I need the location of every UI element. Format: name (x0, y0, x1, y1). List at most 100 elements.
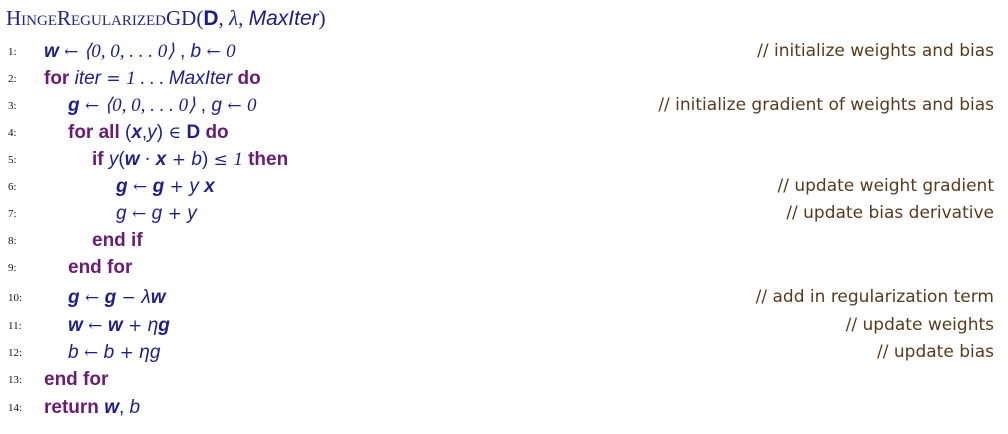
var-iter: iter (74, 68, 102, 89)
var-w: w (124, 149, 140, 170)
line-number: 6: (8, 181, 17, 193)
keyword-for: for (44, 68, 70, 89)
assign-arrow: ← (201, 42, 227, 62)
line-comment: // add in regularization term (755, 287, 994, 307)
code-line: 3: g ← ⟨0, 0, . . . 0⟩ , g ← 0 // initia… (0, 92, 1008, 119)
zero-vector: ⟨0, 0, . . . 0⟩ (104, 95, 196, 116)
close-paren: ) (201, 149, 209, 170)
line-number: 12: (8, 347, 23, 359)
keyword-end-if: end if (92, 230, 143, 251)
code-statement: end if (92, 227, 143, 254)
one-value: 1 (233, 149, 243, 170)
assign-arrow: ← (82, 316, 108, 336)
line-comment: // update bias (877, 342, 994, 362)
code-line: 11: w ← w + ηg // update weights (0, 312, 1008, 339)
keyword-return: return (44, 397, 99, 418)
line-number: 4: (8, 127, 17, 139)
var-y: y (187, 203, 197, 224)
assign-arrow: ← (79, 288, 105, 308)
arg-data: D (203, 7, 219, 30)
var-b: b (103, 342, 115, 363)
var-w: w (150, 287, 166, 308)
plus-sign: + (114, 343, 140, 363)
equals-sign: = (101, 69, 127, 89)
var-y: y (147, 122, 157, 143)
var-x: x (155, 149, 167, 170)
plus-sign: + (122, 316, 148, 336)
code-statement: w ← w + ηg (68, 312, 170, 340)
var-g-scalar: g (151, 203, 163, 224)
var-g-vector: g (68, 287, 80, 308)
keyword-end-for: end for (44, 369, 109, 390)
close-paren: ) (318, 6, 326, 30)
code-statement: for iter = 1 . . . MaxIter do (44, 65, 261, 93)
line-number: 11: (8, 320, 22, 332)
zero-vector: ⟨0, 0, . . . 0⟩ (83, 41, 175, 62)
var-y: y (108, 149, 119, 170)
code-statement: b ← b + ηg (68, 339, 160, 367)
code-line: 6: g ← g + y x // update weight gradient (0, 173, 1008, 200)
var-g-vector: g (104, 287, 117, 308)
line-comment: // update weight gradient (777, 176, 995, 196)
comma: , (141, 122, 148, 143)
code-statement: end for (44, 366, 108, 393)
var-b: b (129, 397, 141, 418)
code-statement: g ← g + y (116, 200, 197, 228)
line-number: 5: (8, 154, 17, 166)
plus-sign: + (164, 177, 190, 197)
arg-separator: , (218, 6, 230, 30)
code-statement: g ← g + y x (116, 173, 215, 201)
line-number: 1: (8, 46, 17, 58)
separator: , (174, 41, 191, 62)
line-number: 10: (8, 292, 23, 304)
code-statement: return w, b (44, 394, 140, 421)
code-line: 10: g ← g − λw // add in regularization … (0, 284, 1008, 311)
var-lambda: λ (141, 287, 151, 308)
line-comment: // update weights (845, 315, 994, 335)
var-eta: η (139, 342, 150, 363)
line-number: 8: (8, 235, 17, 247)
comma: , (118, 397, 130, 418)
line-number: 14: (8, 402, 23, 414)
arg-maxiter: MaxIter (248, 7, 319, 30)
code-line: 1: w ← ⟨0, 0, . . . 0⟩ , b ← 0 // initia… (0, 38, 1008, 65)
var-g-vector: g (152, 176, 165, 197)
keyword-end-for: end for (68, 257, 133, 278)
assign-arrow: ← (126, 204, 152, 224)
code-statement: g ← ⟨0, 0, . . . 0⟩ , g ← 0 (68, 92, 256, 120)
var-g-vector: g (116, 176, 128, 197)
assign-arrow: ← (79, 96, 105, 116)
function-name-part: EGULARIZED (71, 13, 166, 29)
var-eta: η (147, 315, 159, 336)
code-line: 4: for all (x,y) ∈ D do (0, 119, 1008, 146)
var-b: b (190, 41, 202, 62)
keyword-if: if (92, 149, 104, 170)
assign-arrow: ← (58, 42, 84, 62)
element-of-sign: ∈ (163, 123, 187, 143)
line-number: 9: (8, 262, 17, 274)
minus-sign: − (116, 288, 142, 308)
code-line: 5: if y(w · x + b) ≤ 1 then (0, 146, 1008, 173)
var-b: b (191, 149, 202, 170)
function-name-part: GD (166, 6, 197, 30)
code-line: 8: end if (0, 227, 1008, 254)
code-line: 13: end for (0, 366, 1008, 393)
zero-value: 0 (226, 41, 236, 62)
assign-arrow: ← (127, 177, 153, 197)
arg-lambda: λ (229, 6, 239, 30)
code-line: 12: b ← b + ηg // update bias (0, 339, 1008, 366)
line-number: 13: (8, 374, 23, 386)
function-name-part: H (6, 6, 22, 30)
keyword-do: do (237, 68, 261, 89)
code-statement: g ← g − λw (68, 284, 165, 312)
open-paren: ( (196, 6, 204, 30)
var-x: x (204, 176, 215, 197)
algorithm-signature: HINGEREGULARIZEDGD(D, λ, MaxIter) (6, 6, 326, 31)
assign-arrow: ← (78, 343, 104, 363)
open-paren: ( (119, 122, 132, 143)
var-x: x (131, 122, 142, 143)
arg-separator: , (238, 6, 249, 30)
line-number: 2: (8, 73, 17, 85)
plus-sign: + (166, 150, 192, 170)
